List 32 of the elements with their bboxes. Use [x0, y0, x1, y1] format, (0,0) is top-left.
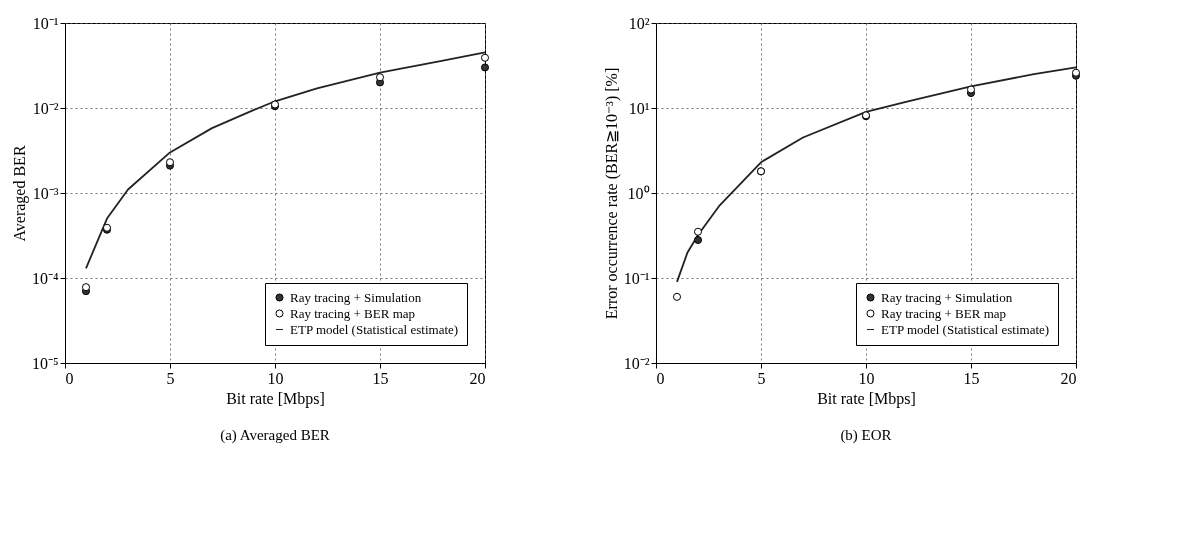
x-axis-title: Bit rate [Mbps] — [817, 389, 916, 408]
y-tick-label: 10⁰ — [627, 184, 650, 202]
x-axis-title: Bit rate [Mbps] — [226, 389, 325, 408]
x-tick-label: 10 — [858, 369, 875, 387]
y-tick-label: 10² — [628, 14, 650, 32]
legend-label: ETP model (Statistical estimate) — [290, 321, 459, 337]
x-tick-label: 0 — [656, 369, 665, 387]
text: (a) Averaged BER — [220, 427, 330, 444]
y-axis-title: Averaged BER — [10, 145, 29, 242]
legend-label: Ray tracing + BER map — [881, 305, 1007, 321]
x-tick-label: 5 — [757, 369, 766, 387]
y-tick-label: 10⁻⁵ — [31, 354, 59, 372]
y-tick-label: 10⁻² — [32, 99, 59, 117]
legend-label: Ray tracing + BER map — [290, 305, 416, 321]
legend-label: Ray tracing + Simulation — [881, 289, 1013, 305]
text: (b) EOR — [840, 427, 892, 444]
y-axis-title: Error occurrence rate (BER≧10⁻³) [%] — [602, 67, 621, 320]
y-tick-label: 10¹ — [628, 99, 650, 117]
x-tick-label: 5 — [166, 369, 175, 387]
x-tick-label: 20 — [1060, 369, 1077, 387]
legend-label: Ray tracing + Simulation — [290, 289, 422, 305]
x-tick-label: 15 — [963, 369, 980, 387]
x-tick-label: 15 — [372, 369, 389, 387]
y-tick-label: 10⁻¹ — [32, 14, 59, 32]
y-tick-label: 10⁻¹ — [623, 269, 650, 287]
x-tick-label: 20 — [469, 369, 486, 387]
y-tick-label: 10⁻³ — [32, 184, 59, 202]
y-tick-label: 10⁻² — [623, 354, 650, 372]
x-tick-label: 0 — [65, 369, 74, 387]
x-tick-label: 10 — [267, 369, 284, 387]
y-tick-label: 10⁻⁴ — [31, 269, 59, 287]
legend-label: ETP model (Statistical estimate) — [881, 321, 1050, 337]
